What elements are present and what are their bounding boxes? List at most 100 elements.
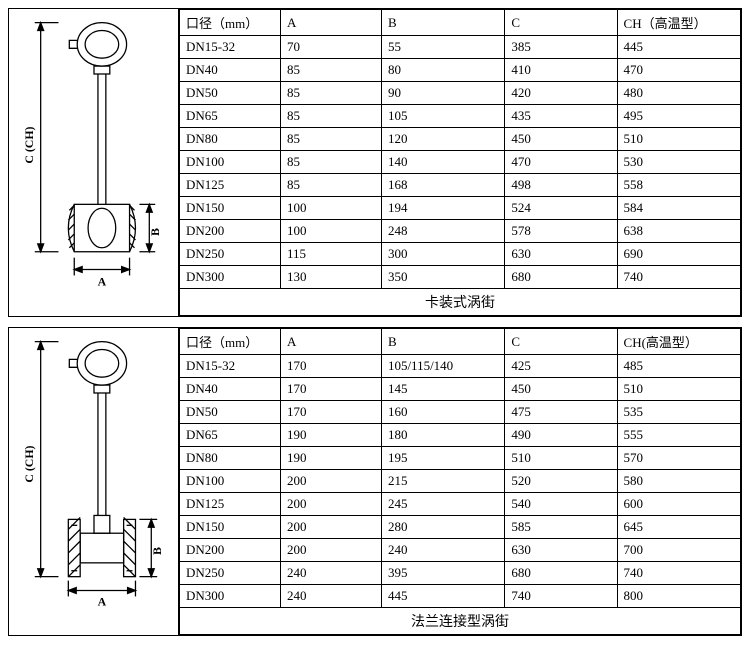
table-cell: 510 [617,378,740,401]
flange-svg: C (CH) B A [15,334,173,609]
table-cell: DN15-32 [180,355,281,378]
table-cell: 248 [381,220,504,243]
table-cell: 100 [280,220,381,243]
panel-wafer: C (CH) B A 口径（mm） A B C CH（高温型） DN15-327… [8,8,742,317]
table-cell: 690 [617,243,740,266]
table-cell: 524 [505,197,617,220]
panel-flange: C (CH) B A 口径（mm） A B C CH(高温型） DN15-321… [8,327,742,636]
table-cell: 445 [617,36,740,59]
diagram-wafer: C (CH) B A [9,9,179,316]
table-cell: 700 [617,539,740,562]
table-cell: 385 [505,36,617,59]
table-cell: 180 [381,424,504,447]
table-row: DN80190195510570 [180,447,741,470]
table-cell: DN300 [180,585,281,608]
col-header: CH(高温型） [617,329,740,355]
table-cell: 130 [280,266,381,289]
table-wafer: 口径（mm） A B C CH（高温型） DN15-327055385445DN… [179,9,741,316]
label-b: B [150,547,164,555]
table-cell: 70 [280,36,381,59]
table-cell: DN125 [180,493,281,516]
table-cell: 190 [280,447,381,470]
table-cell: 300 [381,243,504,266]
table-cell: 280 [381,516,504,539]
table-cell: 645 [617,516,740,539]
table-header-row: 口径（mm） A B C CH（高温型） [180,10,741,36]
table-cell: 215 [381,470,504,493]
table-cell: 558 [617,174,740,197]
table-cell: 800 [617,585,740,608]
table-cell: DN125 [180,174,281,197]
table-cell: 740 [617,562,740,585]
table-cell: 475 [505,401,617,424]
table-cell: 630 [505,243,617,266]
table-caption-row: 法兰连接型涡街 [180,608,741,635]
table-cell: 495 [617,105,740,128]
table-cell: 168 [381,174,504,197]
table-cell: DN300 [180,266,281,289]
table-cell: 740 [617,266,740,289]
table-flange: 口径（mm） A B C CH(高温型） DN15-32170105/115/1… [179,328,741,635]
table-cell: 498 [505,174,617,197]
table-cell: 105/115/140 [381,355,504,378]
label-c-ch: C (CH) [22,445,36,482]
table-cell: DN65 [180,105,281,128]
table-cell: 680 [505,562,617,585]
table-cell: 170 [280,401,381,424]
table-cell: DN100 [180,470,281,493]
table-cell: 570 [617,447,740,470]
table-header-row: 口径（mm） A B C CH(高温型） [180,329,741,355]
table-cell: 425 [505,355,617,378]
table-row: DN250115300630690 [180,243,741,266]
table-cell: 350 [381,266,504,289]
table-row: DN508590420480 [180,82,741,105]
table-cell: DN250 [180,243,281,266]
table-cell: DN80 [180,447,281,470]
table-cell: 680 [505,266,617,289]
table-cell: 470 [505,151,617,174]
table-row: DN100200215520580 [180,470,741,493]
table-cell: 90 [381,82,504,105]
table-row: DN250240395680740 [180,562,741,585]
table-cell: DN15-32 [180,36,281,59]
col-header: 口径（mm） [180,329,281,355]
table-cell: 445 [381,585,504,608]
table-row: DN8085120450510 [180,128,741,151]
table-cell: 105 [381,105,504,128]
col-header: A [280,329,381,355]
table-cell: 490 [505,424,617,447]
table-cell: 470 [617,59,740,82]
table-caption: 卡装式涡街 [180,289,741,316]
table-row: DN6585105435495 [180,105,741,128]
table-cell: 145 [381,378,504,401]
table-cell: DN100 [180,151,281,174]
table-cell: 510 [505,447,617,470]
col-header: B [381,329,504,355]
table-cell: 200 [280,539,381,562]
table-row: DN150100194524584 [180,197,741,220]
table-cell: 578 [505,220,617,243]
table-cell: DN80 [180,128,281,151]
table-cell: 140 [381,151,504,174]
col-header: C [505,329,617,355]
table-cell: 80 [381,59,504,82]
table-cell: 55 [381,36,504,59]
table-cell: 540 [505,493,617,516]
table-cell: DN40 [180,378,281,401]
table-cell: DN200 [180,539,281,562]
table-cell: 585 [505,516,617,539]
table-cell: DN200 [180,220,281,243]
table-cell: 85 [280,174,381,197]
table-cell: 190 [280,424,381,447]
table-cell: 170 [280,378,381,401]
table-row: DN12585168498558 [180,174,741,197]
table-row: DN15-327055385445 [180,36,741,59]
table-cell: 245 [381,493,504,516]
table-row: DN125200245540600 [180,493,741,516]
table-cell: 420 [505,82,617,105]
table-cell: 85 [280,59,381,82]
table-cell: 85 [280,128,381,151]
col-header: CH（高温型） [617,10,740,36]
table-row: DN50170160475535 [180,401,741,424]
table-cell: 535 [617,401,740,424]
